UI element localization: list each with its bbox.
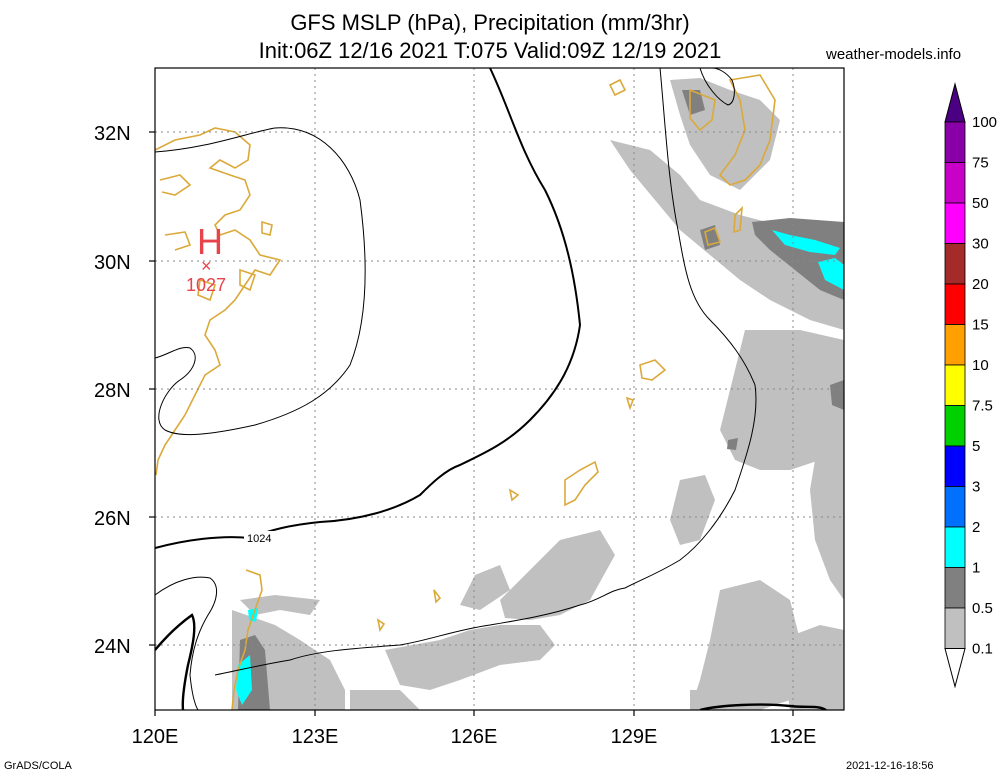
colorbar-swatch [944, 567, 966, 609]
longitude-labels: 120E 123E 126E 129E 132E [132, 726, 817, 748]
lon-label-132e: 132E [770, 726, 817, 748]
colorbar-label: 3 [972, 479, 980, 496]
colorbar-label: 10 [972, 357, 989, 374]
lat-label-28n: 28N [94, 380, 131, 402]
lon-label-129e: 129E [611, 726, 658, 748]
footer-timestamp: 2021-12-16-18:56 [846, 760, 934, 772]
colorbar-label: 75 [972, 155, 989, 172]
lat-label-26n: 26N [94, 508, 131, 530]
colorbar-label: 30 [972, 236, 989, 253]
colorbar-label: 50 [972, 195, 989, 212]
colorbar-label: 100 [972, 114, 997, 131]
colorbar-swatch [944, 324, 966, 366]
colorbar-label: 20 [972, 276, 989, 293]
colorbar-swatch [944, 202, 966, 244]
colorbar-swatch [944, 445, 966, 487]
map-subtitle: Init:06Z 12/16 2021 T:075 Valid:09Z 12/1… [258, 38, 722, 63]
colorbar-swatch [944, 283, 966, 325]
lat-label-30n: 30N [94, 252, 131, 274]
colorbar-bottom-arrow [944, 648, 966, 689]
footer-software: GrADS/COLA [4, 760, 72, 772]
colorbar-swatch [944, 121, 966, 163]
precip-cyan-area [236, 230, 844, 705]
lon-label-126e: 126E [451, 726, 498, 748]
axis-ticks [149, 131, 794, 716]
precip-colorbar: 100 75 50 30 20 15 10 7.5 5 3 2 1 0.5 0.1 [944, 82, 997, 689]
high-pressure-marker: H × 1027 [186, 221, 226, 295]
colorbar-swatch [944, 162, 966, 204]
map-title: GFS MSLP (hPa), Precipitation (mm/3hr) [290, 10, 690, 35]
colorbar-label: 1 [972, 560, 980, 577]
colorbar-label: 5 [972, 438, 980, 455]
lat-label-32n: 32N [94, 123, 131, 145]
colorbar-swatch [944, 486, 966, 528]
site-credit: weather-models.info [826, 46, 962, 63]
lon-label-123e: 123E [292, 726, 339, 748]
isobar-label-bg [244, 531, 276, 545]
colorbar-label: 7.5 [972, 398, 993, 415]
colorbar-label: 0.1 [972, 641, 993, 658]
high-center-marker: × [201, 256, 212, 276]
colorbar-swatch [944, 526, 966, 568]
high-pressure-value: 1027 [186, 275, 226, 295]
colorbar-swatch [944, 364, 966, 406]
coastline [155, 74, 776, 710]
colorbar-swatch [944, 243, 966, 285]
colorbar-swatch [944, 405, 966, 447]
lon-label-120e: 120E [132, 726, 179, 748]
colorbar-swatch [944, 607, 966, 649]
colorbar-label: 2 [972, 519, 980, 536]
lat-label-24n: 24N [94, 636, 131, 658]
colorbar-label: 15 [972, 317, 989, 334]
latitude-labels: 32N 30N 28N 26N 24N [94, 123, 131, 658]
isobars [155, 68, 827, 710]
colorbar-top-arrow [944, 82, 966, 123]
graticule [155, 68, 844, 710]
isobar-label: 1024 [247, 533, 271, 545]
colorbar-label: 0.5 [972, 600, 993, 617]
high-symbol: H [197, 221, 223, 262]
